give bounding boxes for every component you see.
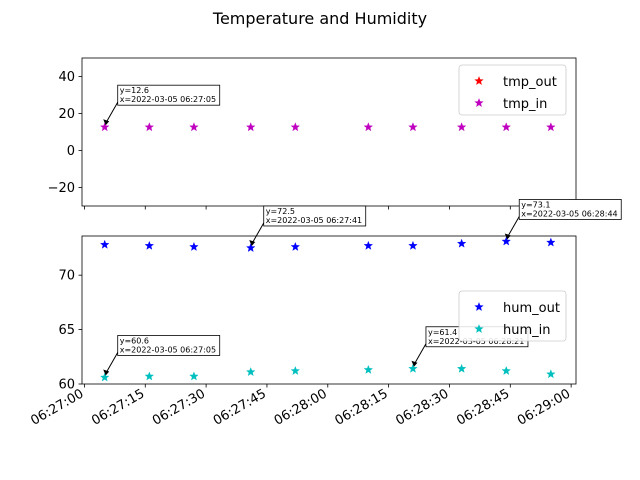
annotation-y-label: y=72.5 bbox=[266, 207, 295, 216]
annotation-x-label: x=2022-03-05 06:27:41 bbox=[266, 216, 362, 225]
annotation-arrowhead bbox=[504, 233, 511, 240]
annotation-arrowhead bbox=[103, 369, 110, 376]
x-tick-label: 06:27:15 bbox=[89, 386, 147, 428]
annotation-x-label: x=2022-03-05 06:27:05 bbox=[120, 95, 216, 104]
legend-label-hum_out: hum_out bbox=[503, 301, 560, 316]
data-point-hum_out bbox=[245, 242, 256, 252]
data-point-hum_out bbox=[189, 241, 199, 251]
annotation-arrow bbox=[506, 216, 520, 238]
y-tick-label: 70 bbox=[58, 269, 75, 284]
annotation-arrow bbox=[105, 352, 119, 374]
annotation-arrow bbox=[413, 343, 427, 366]
data-point-tmp_in bbox=[546, 122, 556, 132]
x-tick-label: 06:27:45 bbox=[211, 386, 269, 428]
data-point-tmp_in bbox=[456, 122, 467, 132]
data-point-tmp_in bbox=[290, 122, 301, 132]
data-point-hum_out bbox=[363, 240, 374, 250]
data-point-hum_in bbox=[546, 369, 556, 379]
x-tick-label: 06:28:30 bbox=[393, 386, 451, 428]
annotation-y-label: y=61.4 bbox=[428, 328, 457, 337]
data-point-hum_out bbox=[290, 241, 301, 251]
x-axis-time: 06:27:00 06:27:15 06:27:30 06:27:45 06:28:00… bbox=[28, 386, 573, 428]
legend-marker-tmp_out bbox=[474, 76, 484, 86]
annotation-hum_in: y=60.6x=2022-03-05 06:27:05 bbox=[103, 335, 221, 376]
data-point-hum_in bbox=[456, 363, 467, 373]
chart-title: Temperature and Humidity bbox=[212, 9, 427, 28]
legend: hum_out hum_in bbox=[458, 290, 567, 342]
y-tick-label: 20 bbox=[58, 107, 75, 122]
x-tick-label: 06:28:00 bbox=[272, 386, 330, 428]
data-point-hum_in bbox=[144, 371, 155, 381]
data-point-tmp_in bbox=[245, 122, 256, 132]
legend-label-hum_in: hum_in bbox=[503, 323, 551, 338]
y-tick-label: 60 bbox=[58, 378, 75, 393]
legend-marker-hum_in bbox=[474, 324, 484, 334]
legend-marker-tmp_in bbox=[474, 98, 484, 108]
annotation-arrowhead bbox=[103, 119, 110, 126]
y-tick-label: 65 bbox=[58, 323, 75, 338]
annotation-arrowhead bbox=[249, 239, 256, 246]
data-point-tmp_in bbox=[144, 122, 155, 132]
annotation-arrow bbox=[105, 101, 119, 124]
annotation-arrow bbox=[251, 222, 265, 245]
data-point-hum_out bbox=[144, 240, 155, 250]
data-point-tmp_in bbox=[99, 122, 110, 132]
data-point-hum_out bbox=[546, 237, 556, 247]
legend-marker-hum_out bbox=[474, 302, 484, 312]
legend-frame bbox=[458, 290, 567, 342]
x-tick-label: 06:29:00 bbox=[515, 386, 573, 428]
data-point-hum_in bbox=[363, 364, 374, 374]
data-point-tmp_in bbox=[408, 122, 418, 132]
annotation-box bbox=[518, 199, 622, 220]
data-point-hum_out bbox=[456, 238, 467, 248]
annotation-hum_out: y=72.5x=2022-03-05 06:27:41 bbox=[249, 205, 367, 246]
x-tick-label: 06:27:30 bbox=[150, 386, 208, 428]
data-point-hum_in bbox=[501, 365, 511, 375]
data-point-hum_out bbox=[99, 239, 110, 249]
data-point-hum_in bbox=[99, 372, 110, 382]
legend-label-tmp_in: tmp_in bbox=[503, 97, 547, 112]
x-tick-label: 06:28:15 bbox=[333, 386, 391, 428]
annotation-y-label: y=73.1 bbox=[521, 200, 550, 209]
data-point-hum_in bbox=[189, 371, 199, 381]
annotation-x-label: x=2022-03-05 06:27:05 bbox=[120, 345, 216, 354]
legend-frame bbox=[458, 64, 567, 116]
data-point-hum_in bbox=[290, 365, 301, 375]
annotation-tmp_in: y=12.6x=2022-03-05 06:27:05 bbox=[103, 84, 221, 126]
y-tick-label: −20 bbox=[48, 181, 75, 196]
y-tick-label: 40 bbox=[58, 70, 75, 85]
data-point-tmp_in bbox=[189, 122, 199, 132]
x-tick-label: 06:28:45 bbox=[454, 386, 512, 428]
data-point-hum_out bbox=[408, 240, 418, 250]
annotation-arrowhead bbox=[411, 360, 418, 367]
data-point-tmp_in bbox=[501, 122, 511, 132]
data-point-hum_in bbox=[408, 363, 418, 373]
annotation-x-label: x=2022-03-05 06:28:44 bbox=[521, 209, 617, 218]
axes-frame bbox=[81, 235, 577, 385]
annotation-box bbox=[117, 335, 221, 356]
annotation-box bbox=[263, 205, 367, 227]
data-point-tmp_in bbox=[363, 122, 374, 132]
x-tick-label: 06:27:00 bbox=[28, 386, 86, 428]
annotation-hum_out: y=73.1x=2022-03-05 06:28:44 bbox=[504, 199, 622, 240]
data-point-hum_out bbox=[501, 236, 511, 246]
annotation-y-label: y=60.6 bbox=[120, 336, 149, 345]
legend-label-tmp_out: tmp_out bbox=[503, 75, 557, 90]
y-tick-label: 0 bbox=[67, 144, 75, 159]
annotation-box bbox=[117, 84, 221, 106]
legend: tmp_out tmp_in bbox=[458, 64, 567, 116]
annotation-y-label: y=12.6 bbox=[120, 86, 149, 95]
top-subplot-temperature: −20 0 20 40 y=12.6x=2022-03-05 06:27:05 tmp_o… bbox=[48, 57, 577, 210]
data-point-hum_in bbox=[245, 367, 256, 377]
